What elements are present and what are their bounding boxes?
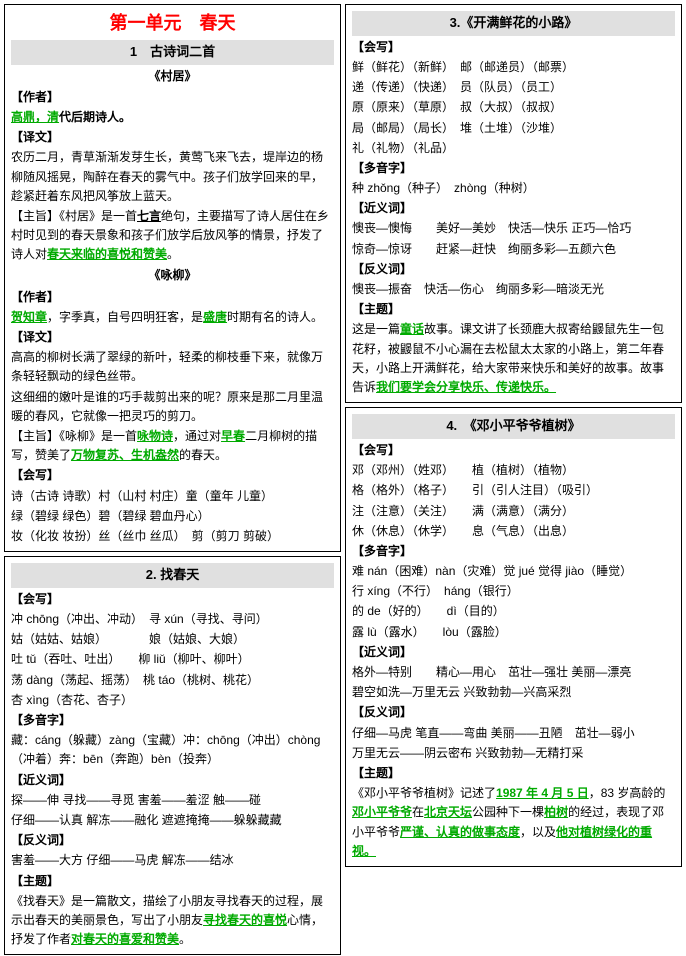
s3-jyc1: 懊丧—懊悔 美好—美妙 快活—快乐 正巧—恰巧: [352, 219, 675, 238]
author2-line: 贺知章，字季真，自号四明狂客，是盛唐时期有名的诗人。: [11, 308, 334, 327]
page-root: 第一单元 春天 1 古诗词二首 《村居》 【作者】 高鼎，清代后期诗人。 【译文…: [0, 0, 686, 956]
s3-l3: 原（原来）（草原） 叔（大叔）（叔叔）: [352, 98, 675, 117]
s2-zt-label: 【主题】: [11, 872, 334, 891]
author2-label: 【作者】: [11, 288, 334, 307]
hx-l3: 妆（化妆 妆扮）丝（丝巾 丝瓜） 剪（剪刀 剪破）: [11, 527, 334, 546]
s4-fyc1: 仔细—马虎 笔直——弯曲 美丽——丑陋 茁壮—弱小: [352, 724, 675, 743]
s2-fyc-label: 【反义词】: [11, 831, 334, 850]
s3-hx-label: 【会写】: [352, 38, 675, 57]
s4-jyc-label: 【近义词】: [352, 643, 675, 662]
s4-l2: 格（格外）（格子） 引（引人注目）（吸引）: [352, 481, 675, 500]
s2-l2: 姑（姑姑、姑娘） 娘（姑娘、大娘）: [11, 630, 334, 649]
s3-fyc-label: 【反义词】: [352, 260, 675, 279]
yiwen-text: 农历二月，青草渐渐发芽生长，黄莺飞来飞去，堤岸边的杨柳随风摇晃，陶醉在春天的雾气…: [11, 148, 334, 206]
section-1: 第一单元 春天 1 古诗词二首 《村居》 【作者】 高鼎，清代后期诗人。 【译文…: [4, 4, 341, 552]
s4-zt-label: 【主题】: [352, 764, 675, 783]
s4-dyz-label: 【多音字】: [352, 542, 675, 561]
yiwen-label: 【译文】: [11, 128, 334, 147]
s3-zt-label: 【主题】: [352, 300, 675, 319]
s4-hx-label: 【会写】: [352, 441, 675, 460]
hx-l2: 绿（碧绿 绿色）碧（碧绿 碧血丹心）: [11, 507, 334, 526]
s2-zt: 《找春天》是一篇散文，描绘了小朋友寻找春天的过程，展示出春天的美丽景色，写出了小…: [11, 892, 334, 950]
section-4-title: 4. 《邓小平爷爷植树》: [352, 414, 675, 439]
s4-l1: 邓（邓州）（姓邓） 植（植树）（植物）: [352, 461, 675, 480]
hx-l1: 诗（古诗 诗歌）村（山村 村庄）童（童年 儿童）: [11, 487, 334, 506]
s4-fyc2: 万里无云——阴云密布 兴致勃勃—无精打采: [352, 744, 675, 763]
huixie-label: 【会写】: [11, 466, 334, 485]
section-3-title: 3.《开满鲜花的小路》: [352, 11, 675, 36]
s2-hx-label: 【会写】: [11, 590, 334, 609]
author-label: 【作者】: [11, 88, 334, 107]
s3-zt: 这是一篇童话故事。课文讲了长颈鹿大叔寄给鼹鼠先生一包花籽，被鼹鼠不小心漏在去松鼠…: [352, 320, 675, 397]
s2-l5: 杏 xìng（杏花、杏子）: [11, 691, 334, 710]
s4-l4: 休（休息）（休学） 息（气息）（出息）: [352, 522, 675, 541]
zhuzhi-text: 【主旨】《村居》是一首七言绝句，主要描写了诗人居住在乡村时见到的春天景象和孩子们…: [11, 207, 334, 265]
poem-1-title: 《村居》: [11, 67, 334, 86]
s2-jyc1: 探——伸 寻找——寻觅 害羞——羞涩 触——碰: [11, 791, 334, 810]
s2-l3: 吐 tǔ（吞吐、吐出） 柳 liǔ（柳叶、柳叶）: [11, 650, 334, 669]
s3-fyc: 懊丧—振奋 快活—伤心 绚丽多彩—暗淡无光: [352, 280, 675, 299]
s3-dyz-label: 【多音字】: [352, 159, 675, 178]
s3-l1: 鲜（鲜花）（新鲜） 邮（邮递员）（邮票）: [352, 58, 675, 77]
section-2: 2. 找春天 【会写】 冲 chōng（冲出、冲动） 寻 xún（寻找、寻问） …: [4, 556, 341, 955]
s4-zt: 《邓小平爷爷植树》记述了1987 年 4 月 5 日，83 岁高龄的邓小平爷爷在…: [352, 784, 675, 861]
section-4: 4. 《邓小平爷爷植树》 【会写】 邓（邓州）（姓邓） 植（植树）（植物） 格（…: [345, 407, 682, 867]
s3-dyz: 种 zhǒng（种子） zhòng（种树）: [352, 179, 675, 198]
right-column: 3.《开满鲜花的小路》 【会写】 鲜（鲜花）（新鲜） 邮（邮递员）（邮票） 递（…: [345, 4, 682, 952]
s2-jyc-label: 【近义词】: [11, 771, 334, 790]
s4-jyc2: 碧空如洗—万里无云 兴致勃勃—兴高采烈: [352, 683, 675, 702]
s2-l4: 荡 dàng（荡起、摇荡） 桃 táo（桃树、桃花）: [11, 671, 334, 690]
zhuzhi2: 【主旨】《咏柳》是一首咏物诗，通过对早春二月柳树的描写，赞美了万物复苏、生机盎然…: [11, 427, 334, 465]
s4-l3: 注（注意）（关注） 满（满意）（满分）: [352, 502, 675, 521]
left-column: 第一单元 春天 1 古诗词二首 《村居》 【作者】 高鼎，清代后期诗人。 【译文…: [4, 4, 341, 952]
s2-dyz: 藏：cáng（躲藏）zàng（宝藏）冲：chōng（冲出）chòng（冲着）奔：…: [11, 731, 334, 769]
section-3: 3.《开满鲜花的小路》 【会写】 鲜（鲜花）（新鲜） 邮（邮递员）（邮票） 递（…: [345, 4, 682, 403]
s4-d1: 难 nán（困难）nàn（灾难）觉 jué 觉得 jiào（睡觉）: [352, 562, 675, 581]
s3-l2: 递（传递）（快递） 员（队员）（员工）: [352, 78, 675, 97]
s3-jyc2: 惊奇—惊讶 赶紧—赶快 绚丽多彩—五颜六色: [352, 240, 675, 259]
yiwen2b: 这细细的嫩叶是谁的巧手裁剪出来的呢？原来是那二月里温暖的春风，它就像一把灵巧的剪…: [11, 388, 334, 426]
poem-2-title: 《咏柳》: [11, 266, 334, 285]
s4-d2: 行 xíng（不行） háng（银行）: [352, 582, 675, 601]
s2-jyc2: 仔细——认真 解冻——融化 遮遮掩掩——躲躲藏藏: [11, 811, 334, 830]
s2-l1: 冲 chōng（冲出、冲动） 寻 xún（寻找、寻问）: [11, 610, 334, 629]
unit-title: 第一单元 春天: [11, 9, 334, 38]
author-line: 高鼎，清代后期诗人。: [11, 108, 334, 127]
section-2-title: 2. 找春天: [11, 563, 334, 588]
s4-jyc1: 格外—特别 精心—用心 茁壮—强壮 美丽—漂亮: [352, 663, 675, 682]
s4-d3: 的 de（好的） dì（目的）: [352, 602, 675, 621]
yiwen2a: 高高的柳树长满了翠绿的新叶，轻柔的柳枝垂下来，就像万条轻轻飘动的绿色丝带。: [11, 348, 334, 386]
s2-dyz-label: 【多音字】: [11, 711, 334, 730]
s4-d4: 露 lù（露水） lòu（露脸）: [352, 623, 675, 642]
s3-l4: 局（邮局）（局长） 堆（土堆）（沙堆）: [352, 119, 675, 138]
s3-l5: 礼（礼物）（礼品）: [352, 139, 675, 158]
section-1-title: 1 古诗词二首: [11, 40, 334, 65]
s3-jyc-label: 【近义词】: [352, 199, 675, 218]
s4-fyc-label: 【反义词】: [352, 703, 675, 722]
s2-fyc: 害羞——大方 仔细——马虎 解冻——结冰: [11, 851, 334, 870]
yiwen2-label: 【译文】: [11, 328, 334, 347]
